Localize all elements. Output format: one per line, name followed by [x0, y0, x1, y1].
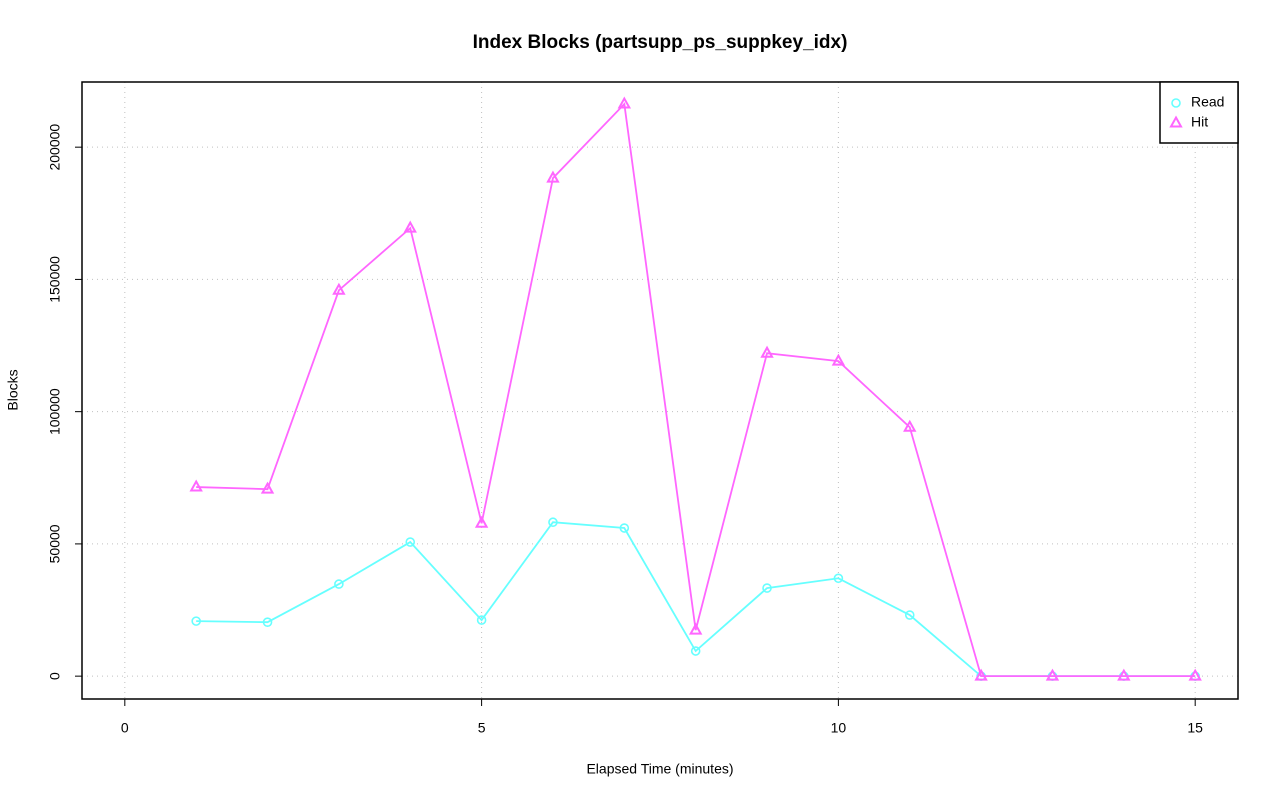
data-point	[1169, 115, 1183, 128]
legend-label: Hit	[1191, 114, 1208, 130]
legend-box	[1159, 81, 1239, 144]
data-point	[831, 353, 846, 366]
series-line	[196, 521, 1196, 678]
data-point	[334, 579, 344, 589]
data-point	[688, 622, 703, 635]
y-tick-label: 150000	[47, 256, 63, 303]
x-tick-label: 10	[831, 720, 847, 736]
legend-label: Read	[1191, 94, 1224, 110]
data-point	[690, 646, 701, 656]
data-point	[762, 583, 772, 593]
chart-title: Index Blocks (partsupp_ps_suppkey_idx)	[473, 32, 848, 53]
data-point	[617, 96, 632, 109]
data-point	[191, 616, 201, 626]
data-point	[189, 479, 203, 492]
data-point	[760, 345, 774, 358]
data-point	[546, 170, 560, 183]
y-tick-label: 100000	[47, 388, 63, 435]
data-point	[1171, 98, 1181, 108]
y-tick-label: 0	[47, 672, 63, 680]
series-line	[196, 102, 1196, 678]
data-point	[1188, 668, 1202, 681]
data-point	[405, 537, 416, 547]
data-point	[260, 481, 275, 494]
y-axis-label: Blocks	[5, 369, 21, 410]
plot-frame	[81, 81, 1239, 700]
data-point	[474, 515, 489, 528]
data-point	[1117, 668, 1131, 681]
data-point	[403, 220, 417, 233]
data-point	[619, 523, 630, 533]
data-point	[904, 610, 915, 620]
data-point	[1045, 668, 1060, 681]
data-point	[833, 573, 844, 584]
y-tick-label: 200000	[47, 124, 63, 171]
data-point	[262, 617, 273, 627]
data-point	[476, 615, 487, 625]
x-tick-label: 0	[121, 720, 129, 736]
x-tick-label: 5	[478, 720, 486, 736]
data-point	[974, 668, 988, 681]
data-point	[332, 282, 346, 295]
x-axis-label: Elapsed Time (minutes)	[586, 761, 733, 777]
data-point	[903, 419, 917, 432]
data-point	[548, 517, 558, 528]
x-tick-label: 15	[1187, 720, 1203, 736]
y-tick-label: 50000	[47, 524, 63, 563]
